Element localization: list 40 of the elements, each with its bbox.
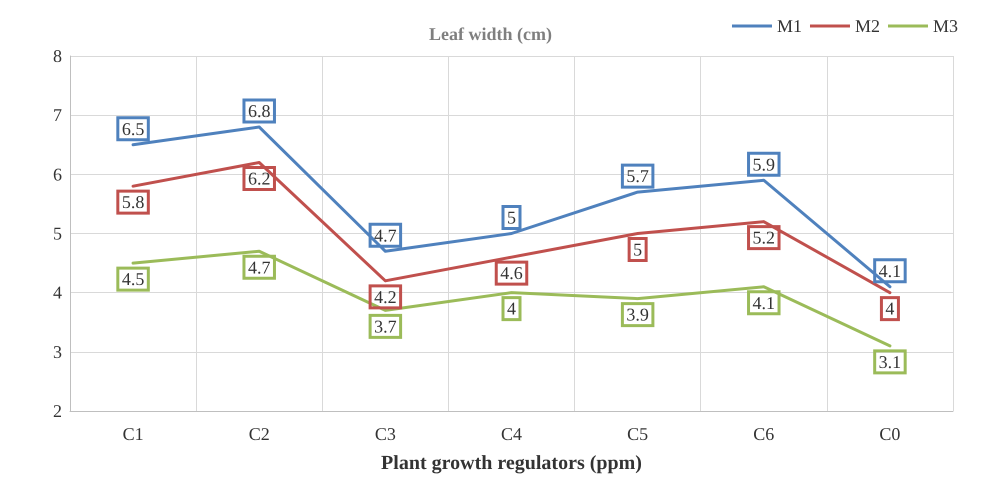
- y-tick-label: 8: [53, 46, 62, 66]
- legend-label: M1: [776, 16, 802, 36]
- data-label: 5: [507, 208, 516, 228]
- x-tick-label: C6: [753, 424, 774, 444]
- y-tick-label: 5: [53, 224, 62, 244]
- x-tick-label: C5: [627, 424, 648, 444]
- data-label: 3.7: [374, 316, 397, 336]
- data-label: 4: [885, 298, 894, 319]
- x-tick-label: C4: [500, 424, 522, 444]
- y-tick-label: 7: [53, 105, 62, 126]
- x-tick-label: C2: [248, 424, 270, 444]
- y-tick-label: 2: [53, 401, 62, 421]
- data-label: 3.9: [626, 304, 649, 325]
- data-label: 4.2: [374, 286, 397, 307]
- y-tick-label: 3: [53, 342, 62, 362]
- y-tick-label: 4: [53, 282, 62, 303]
- data-label: 4.5: [122, 269, 144, 290]
- data-label: 4.1: [878, 260, 902, 281]
- data-label: 6.5: [122, 118, 144, 139]
- data-label: 5.2: [752, 228, 776, 248]
- data-label: 6.2: [248, 168, 270, 188]
- x-tick-label: C0: [879, 424, 900, 444]
- legend-label: M2: [854, 16, 880, 36]
- x-tick-label: C3: [374, 424, 396, 444]
- data-label: 5.8: [122, 192, 144, 212]
- data-label: 4.7: [248, 257, 270, 278]
- x-axis-title: Plant growth regulators (ppm): [381, 452, 642, 474]
- chart-title: Leaf width (cm): [429, 24, 552, 44]
- data-label: 5.7: [626, 166, 649, 186]
- legend-label: M3: [932, 16, 958, 36]
- data-label: 4.6: [500, 263, 523, 284]
- data-label: 6.8: [248, 101, 270, 121]
- data-label: 4.7: [374, 225, 397, 246]
- y-tick-label: 6: [53, 164, 62, 184]
- data-label: 5.9: [752, 154, 776, 174]
- data-label: 5: [633, 240, 642, 260]
- data-label: 4.1: [752, 292, 776, 313]
- x-tick-label: C1: [122, 424, 144, 444]
- data-label: 4: [507, 298, 516, 319]
- data-label: 3.1: [878, 352, 902, 372]
